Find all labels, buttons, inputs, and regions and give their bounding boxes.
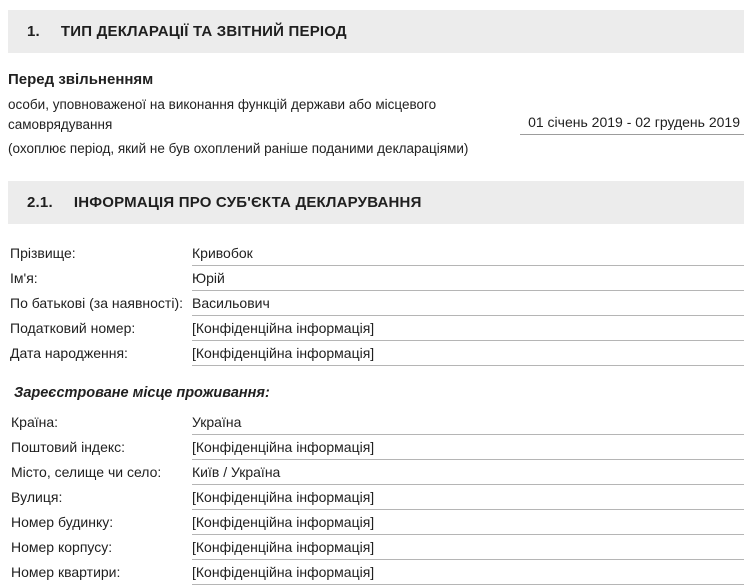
field-row-postal-code: Поштовий індекс: [Конфіденційна інформац…	[8, 435, 744, 460]
section-1-title: ТИП ДЕКЛАРАЦІЇ ТА ЗВІТНИЙ ПЕРІОД	[60, 23, 347, 40]
residence-fields-table: Країна: Україна Поштовий індекс: [Конфід…	[8, 410, 744, 585]
field-label: Країна:	[11, 414, 59, 430]
field-row-apartment-number: Номер квартири: [Конфіденційна інформаці…	[8, 560, 744, 585]
field-value: [Конфіденційна інформація]	[192, 485, 744, 510]
field-value: [Конфіденційна інформація]	[192, 316, 744, 341]
field-value: [Конфіденційна інформація]	[192, 435, 744, 460]
field-value: [Конфіденційна інформація]	[192, 535, 744, 560]
field-value: [Конфіденційна інформація]	[192, 510, 744, 535]
field-value: Україна	[192, 410, 744, 435]
declaration-type-title: Перед звільненням	[8, 71, 154, 88]
section-2-1-title: ІНФОРМАЦІЯ ПРО СУБ'ЄКТА ДЕКЛАРУВАННЯ	[73, 194, 422, 211]
field-row-street: Вулиця: [Конфіденційна інформація]	[8, 485, 744, 510]
field-label: Поштовий індекс:	[11, 439, 126, 455]
declaration-type-note: (охоплює період, який не був охоплений р…	[8, 141, 469, 156]
section-2-1-number: 2.1.	[27, 194, 53, 211]
residence-heading: Зареєстроване місце проживання:	[14, 385, 270, 401]
field-row-city: Місто, селище чи село: Київ / Україна	[8, 460, 744, 485]
field-value: Кривобок	[192, 241, 744, 266]
field-row-tax-number: Податковий номер: [Конфіденційна інформа…	[8, 316, 744, 341]
section-1-header: 1. ТИП ДЕКЛАРАЦІЇ ТА ЗВІТНИЙ ПЕРІОД	[8, 10, 744, 53]
field-label: Податковий номер:	[10, 320, 136, 336]
declaration-document: 1. ТИП ДЕКЛАРАЦІЇ ТА ЗВІТНИЙ ПЕРІОД Пере…	[8, 0, 744, 585]
field-row-first-name: Ім'я: Юрій	[8, 266, 744, 291]
field-row-country: Країна: Україна	[8, 410, 744, 435]
field-label: Номер корпусу:	[11, 539, 113, 555]
field-value: Юрій	[192, 266, 744, 291]
field-row-surname: Прізвище: Кривобок	[8, 241, 744, 266]
field-label: Вулиця:	[11, 489, 63, 505]
field-value: Київ / Україна	[192, 460, 744, 485]
section-2-1-header: 2.1. ІНФОРМАЦІЯ ПРО СУБ'ЄКТА ДЕКЛАРУВАНН…	[8, 181, 744, 224]
subject-fields-table: Прізвище: Кривобок Ім'я: Юрій По батьков…	[8, 241, 744, 366]
field-label: Прізвище:	[10, 245, 76, 261]
field-label: Дата народження:	[10, 345, 128, 361]
field-row-patronymic: По батькові (за наявності): Васильович	[8, 291, 744, 316]
field-row-house-number: Номер будинку: [Конфіденційна інформація…	[8, 510, 744, 535]
field-value: [Конфіденційна інформація]	[192, 560, 744, 585]
field-row-building-number: Номер корпусу: [Конфіденційна інформація…	[8, 535, 744, 560]
reporting-period-row: особи, уповноваженої на виконання функці…	[8, 95, 744, 135]
field-value: Васильович	[192, 291, 744, 316]
field-label: Номер будинку:	[11, 514, 114, 530]
reporting-period-field: 01 січень 2019 - 02 грудень 2019	[520, 112, 744, 135]
field-label: Номер квартири:	[11, 564, 121, 580]
field-row-birth-date: Дата народження: [Конфіденційна інформац…	[8, 341, 744, 366]
section-1-number: 1.	[27, 23, 40, 40]
declaration-type-block: Перед звільненням особи, уповноваженої н…	[8, 70, 744, 158]
field-value: [Конфіденційна інформація]	[192, 341, 744, 366]
field-label: Місто, селище чи село:	[11, 464, 162, 480]
declaration-type-subtitle: особи, уповноваженої на виконання функці…	[8, 97, 437, 132]
field-label: По батькові (за наявності):	[10, 295, 184, 311]
field-label: Ім'я:	[10, 270, 38, 286]
